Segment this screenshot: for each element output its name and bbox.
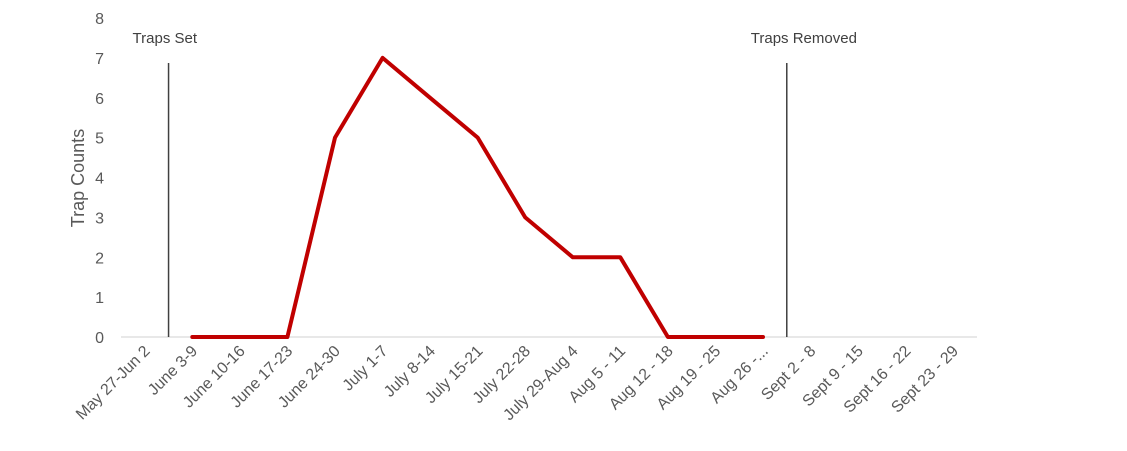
- x-tick-label: May 27-Jun 2: [73, 343, 154, 424]
- series-group: [190, 55, 765, 339]
- y-tick-label: 0: [95, 330, 104, 347]
- y-tick-label: 6: [95, 91, 104, 108]
- annotation-label: Traps Set: [133, 30, 198, 47]
- y-tick-label: 4: [95, 171, 104, 188]
- annotations: Traps Set Traps Removed: [133, 30, 857, 337]
- y-tick-label: 7: [95, 51, 104, 68]
- y-axis-label: Trap Counts: [68, 129, 88, 227]
- y-tick-label: 1: [95, 290, 104, 307]
- annotation-label: Traps Removed: [751, 30, 857, 47]
- y-tick-label: 5: [95, 131, 104, 148]
- y-tick-label: 2: [95, 250, 104, 267]
- series-line: [190, 55, 765, 339]
- y-tick-label: 3: [95, 210, 104, 227]
- y-tick-label: 8: [95, 11, 104, 28]
- y-axis-ticks: 0 1 2 3 4 5 6 7 8: [95, 11, 104, 347]
